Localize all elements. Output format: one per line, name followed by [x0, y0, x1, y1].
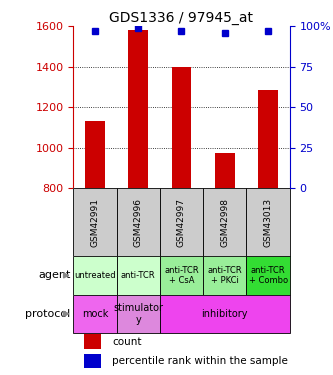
Bar [203, 188, 246, 256]
Text: GSM42997: GSM42997 [177, 198, 186, 247]
Bar [160, 188, 203, 256]
Text: untreated: untreated [74, 271, 116, 280]
Text: GSM43013: GSM43013 [263, 198, 273, 247]
Bar [117, 188, 160, 256]
Bar [73, 256, 117, 295]
Bar [117, 256, 160, 295]
Bar [246, 188, 290, 256]
Text: protocol: protocol [25, 309, 71, 319]
Text: GSM42996: GSM42996 [134, 198, 143, 247]
Bar [73, 295, 117, 333]
Bar [246, 256, 290, 295]
Text: stimulator
y: stimulator y [113, 303, 163, 324]
Text: agent: agent [38, 270, 71, 280]
Text: anti-TCR
+ PKCi: anti-TCR + PKCi [207, 266, 242, 285]
Bar [215, 153, 234, 188]
Bar [160, 295, 290, 333]
Bar [258, 90, 278, 188]
Bar [73, 188, 117, 256]
Text: anti-TCR
+ Combo: anti-TCR + Combo [248, 266, 288, 285]
Bar [160, 256, 203, 295]
Bar [85, 122, 105, 188]
Text: anti-TCR: anti-TCR [121, 271, 156, 280]
Text: inhibitory: inhibitory [201, 309, 248, 319]
Bar [84, 354, 102, 368]
Text: anti-TCR
+ CsA: anti-TCR + CsA [164, 266, 199, 285]
Text: GSM42991: GSM42991 [90, 198, 100, 247]
Bar [129, 30, 148, 188]
Text: GSM42998: GSM42998 [220, 198, 229, 247]
Text: mock: mock [82, 309, 108, 319]
Bar [84, 334, 102, 349]
Bar [203, 256, 246, 295]
Bar [172, 67, 191, 188]
Title: GDS1336 / 97945_at: GDS1336 / 97945_at [110, 11, 253, 25]
Text: percentile rank within the sample: percentile rank within the sample [112, 356, 288, 366]
Text: count: count [112, 337, 142, 347]
Bar [117, 295, 160, 333]
